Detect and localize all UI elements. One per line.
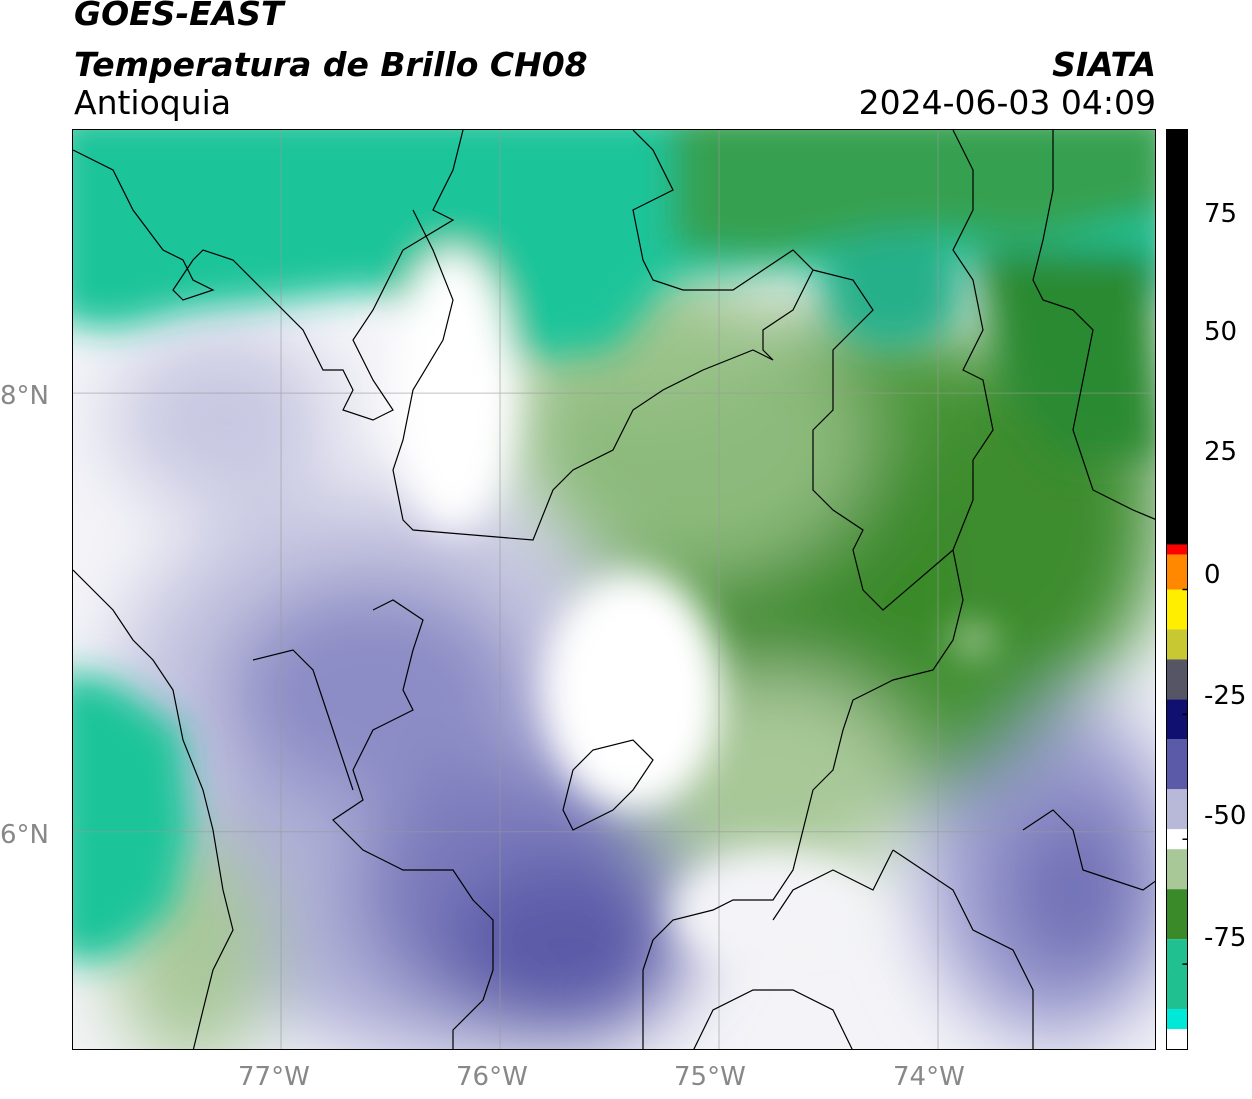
colorbar-segment-12	[1167, 939, 1187, 1010]
timestamp-label: 2024-06-03 04:09	[858, 83, 1156, 122]
colorbar-segment-5	[1167, 659, 1187, 700]
lon-label-76w: 76°W	[456, 1062, 528, 1092]
lat-label-8n: 8°N	[0, 381, 49, 411]
colorbar-label-0: 0	[1204, 560, 1221, 590]
colorbar-segment-11	[1167, 889, 1187, 940]
map-panel	[72, 129, 1156, 1050]
colorbar-segment-2	[1167, 554, 1187, 590]
lon-label-74w: 74°W	[893, 1062, 965, 1092]
colorbar	[1166, 129, 1188, 1050]
colorbar-segment-0	[1167, 130, 1187, 545]
lat-label-6n: 6°N	[0, 820, 49, 850]
temperature-field	[113, 260, 1155, 1049]
brightness-temperature-map	[73, 130, 1155, 1049]
product-title: Temperatura de Brillo CH08	[74, 45, 588, 84]
colorbar-segment-13	[1167, 1009, 1187, 1030]
colorbar-segment-4	[1167, 629, 1187, 660]
colorbar-segment-8	[1167, 789, 1187, 830]
colorbar-label-minus50: -50	[1204, 801, 1247, 831]
colorbar-segment-6	[1167, 699, 1187, 740]
high-moisture-field	[73, 130, 1155, 970]
boundaries	[73, 130, 1155, 1049]
region-subtitle: Antioquia	[74, 83, 232, 122]
lon-label-75w: 75°W	[674, 1062, 746, 1092]
colorbar-label-75: 75	[1204, 199, 1238, 229]
agency-label: SIATA	[1052, 45, 1156, 84]
colorbar-label-minus25: -25	[1204, 681, 1247, 711]
colorbar-segment-10	[1167, 849, 1187, 890]
colorbar-segment-9	[1167, 829, 1187, 850]
lon-label-77w: 77°W	[238, 1062, 310, 1092]
colorbar-segment-7	[1167, 739, 1187, 790]
colorbar-label-25: 25	[1204, 437, 1238, 467]
gridlines	[73, 130, 1155, 1049]
colorbar-label-50: 50	[1204, 317, 1238, 347]
colorbar-segment-3	[1167, 589, 1187, 630]
satellite-title: GOES-EAST	[74, 0, 284, 33]
colorbar-segment-1	[1167, 544, 1187, 555]
colorbar-segment-14	[1167, 1029, 1187, 1049]
colorbar-label-minus75: -75	[1204, 923, 1247, 953]
